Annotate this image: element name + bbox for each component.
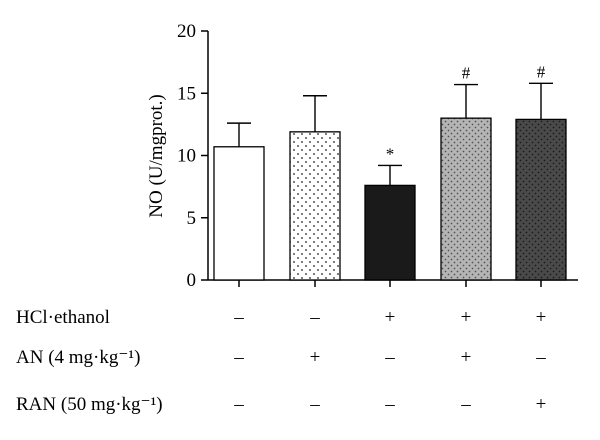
y-tick-label: 15 xyxy=(177,83,196,104)
y-axis-label: NO (U/mgprot.) xyxy=(146,94,167,217)
condition-cell: – xyxy=(460,394,471,415)
condition-row-label: AN (4 mg·kg⁻¹) xyxy=(16,347,140,368)
condition-cell: – xyxy=(309,394,320,415)
significance-mark: # xyxy=(537,62,546,81)
condition-table: HCl·ethanol – – + + + AN (4 mg·kg⁻¹) – + – + – RAN (… xyxy=(16,307,546,415)
y-ticks: 0 5 10 15 20 xyxy=(177,21,208,291)
bar xyxy=(364,184,416,281)
condition-cell: – xyxy=(535,347,546,368)
condition-cell: + xyxy=(461,347,472,368)
error-bars xyxy=(227,82,553,186)
x-ticks xyxy=(238,280,542,287)
condition-row-label: HCl·ethanol xyxy=(16,307,110,328)
bar xyxy=(440,117,492,281)
condition-cell: + xyxy=(385,307,396,328)
condition-cell: + xyxy=(461,307,472,328)
condition-cell: – xyxy=(233,394,244,415)
condition-cell: – xyxy=(233,347,244,368)
condition-cell: + xyxy=(310,347,321,368)
y-tick-label: 20 xyxy=(177,21,196,42)
significance-mark: * xyxy=(386,144,395,163)
condition-cell: – xyxy=(309,307,320,328)
significance-marks: * # # xyxy=(386,62,546,163)
condition-cell: + xyxy=(536,394,547,415)
bar xyxy=(515,118,567,281)
condition-cell: – xyxy=(233,307,244,328)
significance-mark: # xyxy=(462,64,471,83)
y-tick-label: 0 xyxy=(187,270,197,291)
bar xyxy=(213,146,265,281)
bar xyxy=(289,131,341,281)
y-tick-label: 5 xyxy=(187,208,197,229)
condition-cell: + xyxy=(536,307,547,328)
condition-row-label: RAN (50 mg·kg⁻¹) xyxy=(16,394,163,415)
condition-cell: – xyxy=(384,347,395,368)
y-tick-label: 10 xyxy=(177,146,196,167)
bars xyxy=(213,117,567,281)
condition-cell: – xyxy=(384,394,395,415)
